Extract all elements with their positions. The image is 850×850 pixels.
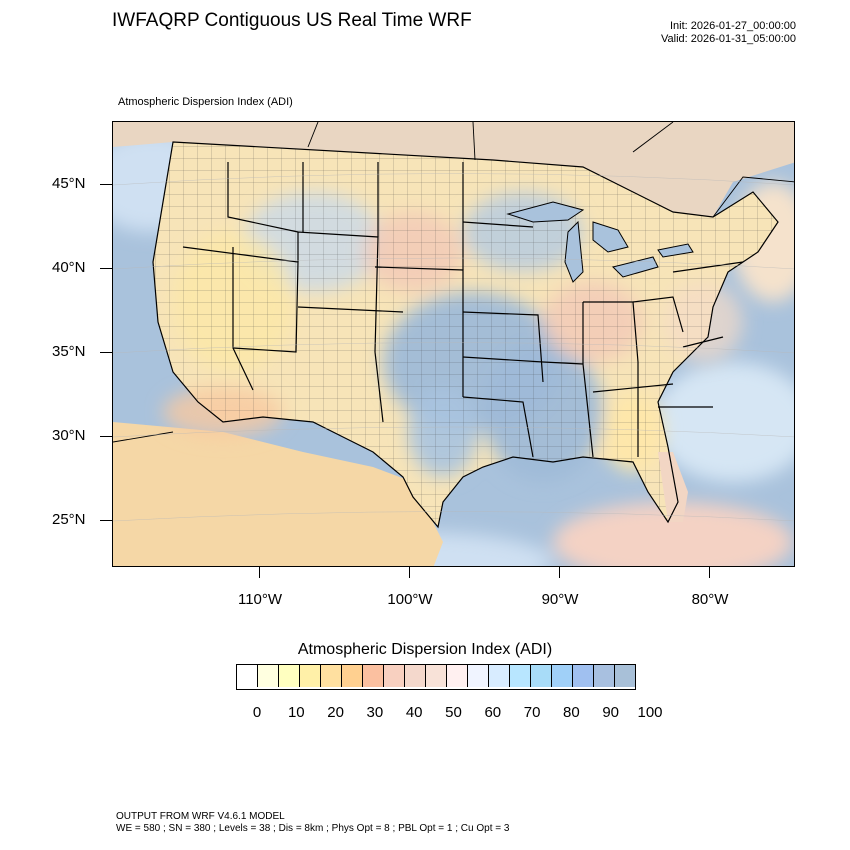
colorbar	[236, 664, 636, 690]
lon-tick-90w	[559, 567, 560, 578]
model-info: OUTPUT FROM WRF V4.6.1 MODEL	[116, 811, 285, 822]
lon-tick-100w	[409, 567, 410, 578]
colorbar-box	[552, 665, 573, 687]
colorbar-box	[363, 665, 384, 687]
lat-tick-45n	[100, 184, 112, 185]
colorbar-box	[237, 665, 258, 687]
canada-land	[113, 122, 794, 217]
colorbar-tick-label: 0	[252, 704, 262, 721]
lat-label-45n: 45°N	[52, 175, 86, 192]
page-title: IWFAQRP Contiguous US Real Time WRF	[112, 10, 472, 31]
lat-tick-30n	[100, 436, 112, 437]
lat-label-40n: 40°N	[52, 259, 86, 276]
colorbar-box	[615, 665, 635, 687]
colorbar-box	[573, 665, 594, 687]
state-boundaries	[152, 141, 779, 529]
colorbar-box	[531, 665, 552, 687]
colorbar-tick-label: 50	[445, 704, 462, 721]
colorbar-box	[321, 665, 342, 687]
colorbar-box	[510, 665, 531, 687]
colorbar-tick-label: 100	[637, 704, 663, 721]
colorbar-box	[447, 665, 468, 687]
lon-tick-80w	[709, 567, 710, 578]
lon-label-100w: 100°W	[387, 591, 433, 608]
lon-label-90w: 90°W	[541, 591, 579, 608]
valid-time: Valid: 2026-01-31_05:00:00	[661, 33, 796, 45]
lon-label-110w: 110°W	[237, 591, 283, 608]
graticule	[113, 173, 794, 522]
colorbar-tick-label: 30	[366, 704, 384, 721]
colorbar-tick-label: 60	[484, 704, 502, 721]
colorbar-tick-label: 70	[523, 704, 541, 721]
colorbar-tick-label: 40	[405, 704, 423, 721]
colorbar-box	[468, 665, 489, 687]
colorbar-tick-label: 10	[287, 704, 305, 721]
colorbar-box	[258, 665, 279, 687]
init-time: Init: 2026-01-27_00:00:00	[670, 20, 796, 32]
model-settings: WE = 580 ; SN = 380 ; Levels = 38 ; Dis …	[116, 823, 510, 834]
lat-tick-25n	[100, 520, 112, 521]
colorbar-box	[426, 665, 447, 687]
lat-label-35n: 35°N	[52, 343, 86, 360]
colorbar-title: Atmospheric Dispersion Index (ADI)	[297, 641, 553, 658]
lat-label-25n: 25°N	[52, 511, 86, 528]
colorbar-tick-label: 90	[602, 704, 620, 721]
colorbar-box	[342, 665, 363, 687]
colorbar-box	[300, 665, 321, 687]
lon-tick-110w	[259, 567, 260, 578]
colorbar-box	[489, 665, 510, 687]
lat-label-30n: 30°N	[52, 427, 86, 444]
mexico-land	[113, 422, 443, 566]
lat-tick-35n	[100, 352, 112, 353]
lon-label-80w: 80°W	[691, 591, 729, 608]
map-subtitle: Atmospheric Dispersion Index (ADI)	[118, 96, 293, 108]
colorbar-tick-label: 20	[327, 704, 344, 721]
colorbar-box	[384, 665, 405, 687]
adi-map-graphic	[113, 122, 794, 566]
colorbar-box	[594, 665, 615, 687]
florida-land	[658, 452, 688, 522]
great-lakes	[506, 201, 694, 283]
adi-map	[112, 121, 795, 567]
country-boundaries	[113, 122, 794, 443]
colorbar-tick-label: 80	[563, 704, 580, 721]
colorbar-box	[279, 665, 300, 687]
colorbar-box	[405, 665, 426, 687]
lat-tick-40n	[100, 268, 112, 269]
